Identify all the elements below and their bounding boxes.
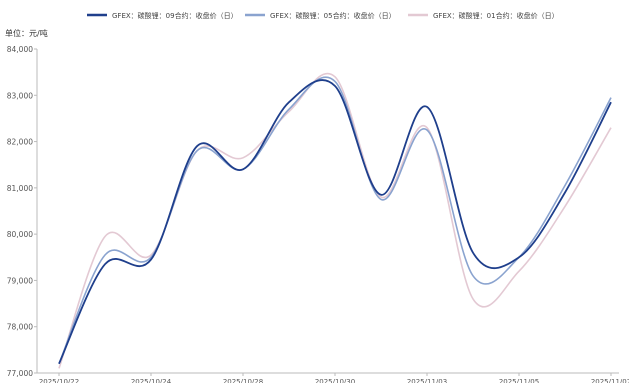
series-line-3 [58,72,612,369]
axes: 77,000 78,000 79,000 80,000 81,000 82,000 83,0… [7,45,629,386]
x-tick-label: 2025/10/28 [223,378,263,383]
x-tick-label: 2025/11/03 [407,378,447,383]
legend-label: GFEX：碳酸锂：01合约：收盘价（日） [433,11,559,20]
legend-item-2: GFEX：碳酸锂：05合约：收盘价（日） [245,11,396,20]
legend-item-3: GFEX：碳酸锂：01合约：收盘价（日） [408,11,559,20]
series-line-1 [58,79,612,365]
x-tick-label: 2025/11/05 [499,378,539,383]
y-tick-label: 81,000 [7,184,33,193]
y-tick-label: 83,000 [7,91,33,100]
legend-label: GFEX：碳酸锂：09合约：收盘价（日） [112,11,238,20]
series-line-2 [58,76,612,365]
y-tick-label: 79,000 [7,276,33,285]
y-tick-label: 84,000 [7,45,33,54]
legend-item-1: GFEX：碳酸锂：09合约：收盘价（日） [87,11,238,20]
x-tick-label: 2025/11/07 [591,378,629,383]
y-tick-label: 77,000 [7,369,33,378]
x-tick-label: 2025/10/22 [39,378,79,383]
x-tick-label: 2025/10/30 [315,378,355,383]
x-tick-label: 2025/10/24 [131,378,172,383]
legend: GFEX：碳酸锂：09合约：收盘价（日） GFEX：碳酸锂：05合约：收盘价（日）… [87,11,559,20]
y-tick-label: 78,000 [7,323,33,332]
legend-label: GFEX：碳酸锂：05合约：收盘价（日） [270,11,396,20]
unit-label: 单位：元/吨 [5,28,48,38]
y-tick-label: 80,000 [7,230,33,239]
series-layer [58,72,612,369]
y-tick-label: 82,000 [7,138,33,147]
